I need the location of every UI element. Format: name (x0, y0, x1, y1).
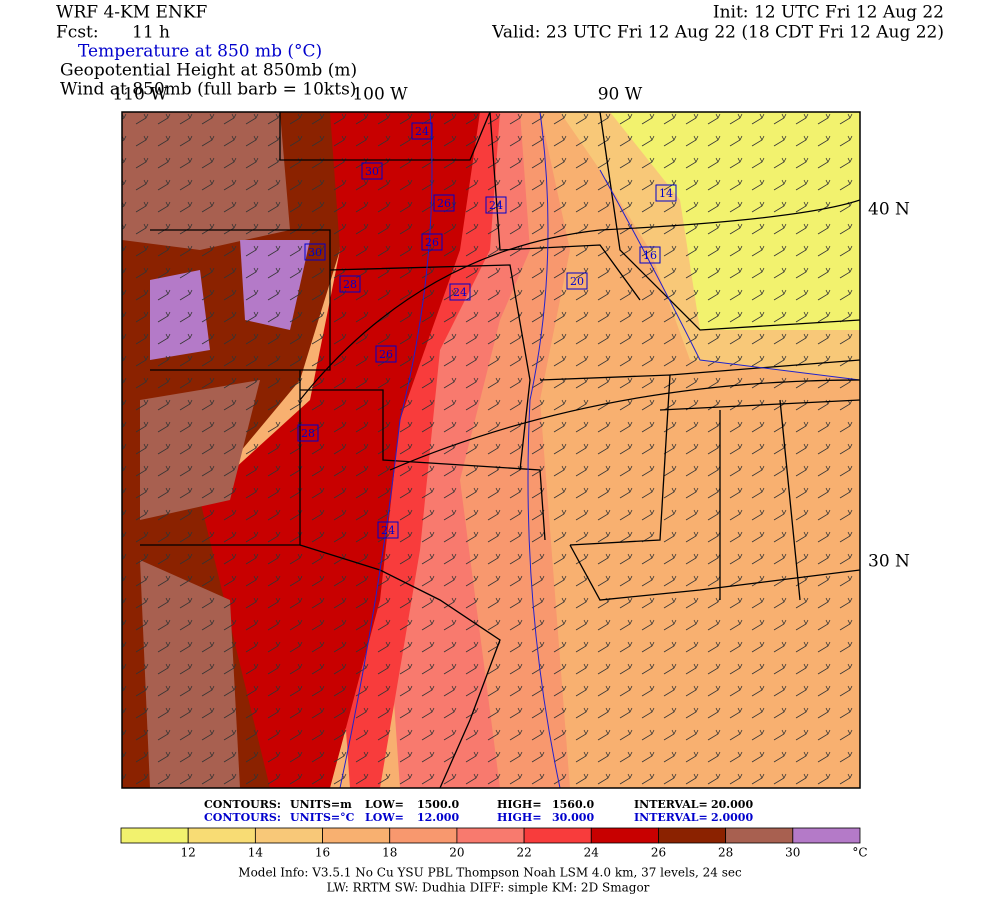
height-contours (299, 199, 860, 471)
contour-label: 24 (381, 524, 395, 537)
color-bar-cell (456, 827, 525, 844)
contour-info: INTERVAL= (634, 798, 708, 811)
contour-label: 20 (570, 275, 584, 288)
model-name: WRF 4-KM ENKF (56, 3, 208, 23)
forecast-label: Fcst: (56, 23, 99, 43)
contour-label-box (421, 233, 443, 251)
state-borders (140, 112, 860, 788)
init-time: Init: 12 UTC Fri 12 Aug 22 (713, 3, 944, 23)
contour-info: 20.000 (711, 798, 753, 811)
color-bar-label: 16 (315, 846, 330, 860)
color-bar-cell (389, 827, 458, 844)
contour-label-box (639, 246, 661, 264)
wind-barbs (122, 112, 860, 788)
longitude-label: 90 W (598, 85, 643, 105)
contour-label: 14 (659, 187, 673, 200)
color-bar-label: 20 (449, 846, 464, 860)
contour-label-box (449, 283, 471, 301)
contour-info: CONTOURS: (204, 811, 281, 824)
contour-label: 30 (365, 165, 379, 178)
contour-label-box (655, 184, 677, 202)
color-bar: 12 14 16 18 20 22 24 26 28 30 °C (120, 827, 868, 860)
isotherms (339, 112, 860, 788)
color-bar-cell (322, 827, 391, 844)
contour-label: 28 (301, 427, 315, 440)
color-bar-cell (254, 827, 323, 844)
latitude-label: 40 N (868, 200, 910, 220)
color-bar-label: 30 (785, 846, 800, 860)
contour-info: HIGH= (497, 798, 542, 811)
contour-label-box (297, 424, 319, 442)
forecast-value: 11 h (132, 23, 170, 43)
contour-info: CONTOURS: (204, 798, 281, 811)
contour-label: 30 (308, 246, 322, 259)
contour-info: 12.000 (417, 811, 459, 824)
contour-label: 26 (379, 348, 393, 361)
field-wind: Wind at 850mb (full barb = 10kts) (60, 80, 356, 100)
contour-label: 16 (643, 249, 657, 262)
contour-label: 24 (453, 286, 467, 299)
contour-info: UNITS=°C (290, 811, 355, 824)
map-frame (121, 111, 861, 789)
latitude-label: 30 N (868, 552, 910, 572)
field-temperature: Temperature at 850 mb (°C) (78, 42, 322, 62)
contour-info: 1500.0 (417, 798, 459, 811)
color-bar-cell (792, 827, 861, 844)
color-bar-label: 28 (718, 846, 733, 860)
contour-info: 2.0000 (711, 811, 753, 824)
contour-info: 1560.0 (552, 798, 594, 811)
contour-label-box (485, 196, 507, 214)
contour-info: INTERVAL= (634, 811, 708, 824)
color-bar-label: 24 (584, 846, 600, 860)
contour-label: 26 (437, 197, 451, 210)
contour-info: 30.000 (552, 811, 594, 824)
contour-label-box (339, 275, 361, 293)
contour-label-box (375, 345, 397, 363)
footer-line: LW: RRTM SW: Dudhia DIFF: simple KM: 2D … (327, 881, 650, 895)
contour-label-box (361, 162, 383, 180)
contour-label-box (566, 272, 588, 290)
contour-label-box (377, 521, 399, 539)
color-bar-cell (120, 827, 189, 844)
contour-info: LOW= (365, 798, 404, 811)
color-bar-cell (523, 827, 592, 844)
color-bar-unit: °C (852, 846, 867, 860)
color-bar-cell (658, 827, 727, 844)
longitude-label: 110 W (112, 85, 168, 105)
valid-time: Valid: 23 UTC Fri 12 Aug 22 (18 CDT Fri … (491, 23, 944, 43)
color-bar-label: 12 (181, 846, 196, 860)
color-bar-label: 18 (382, 846, 397, 860)
contour-info: UNITS=m (290, 798, 352, 811)
color-bar-label: 26 (651, 846, 666, 860)
contour-label: 24 (489, 199, 503, 212)
contour-label-box (411, 122, 433, 140)
color-bar-label: 22 (516, 846, 531, 860)
contour-info: HIGH= (497, 811, 542, 824)
color-bar-label: 14 (248, 846, 264, 860)
field-height: Geopotential Height at 850mb (m) (60, 61, 357, 81)
contour-label-box (433, 194, 455, 212)
longitude-label: 100 W (352, 85, 408, 105)
color-bar-cell (725, 827, 794, 844)
contour-label: 24 (415, 125, 429, 138)
contour-label-box (304, 243, 326, 261)
contour-label: 28 (343, 278, 357, 291)
color-bar-cell (590, 827, 659, 844)
color-bar-cell (187, 827, 256, 844)
map-area: 24 30 26 24 14 26 30 16 20 28 24 26 28 24 (122, 112, 860, 788)
contour-info: LOW= (365, 811, 404, 824)
contour-label: 26 (425, 236, 439, 249)
footer-line: Model Info: V3.5.1 No Cu YSU PBL Thompso… (238, 866, 742, 880)
